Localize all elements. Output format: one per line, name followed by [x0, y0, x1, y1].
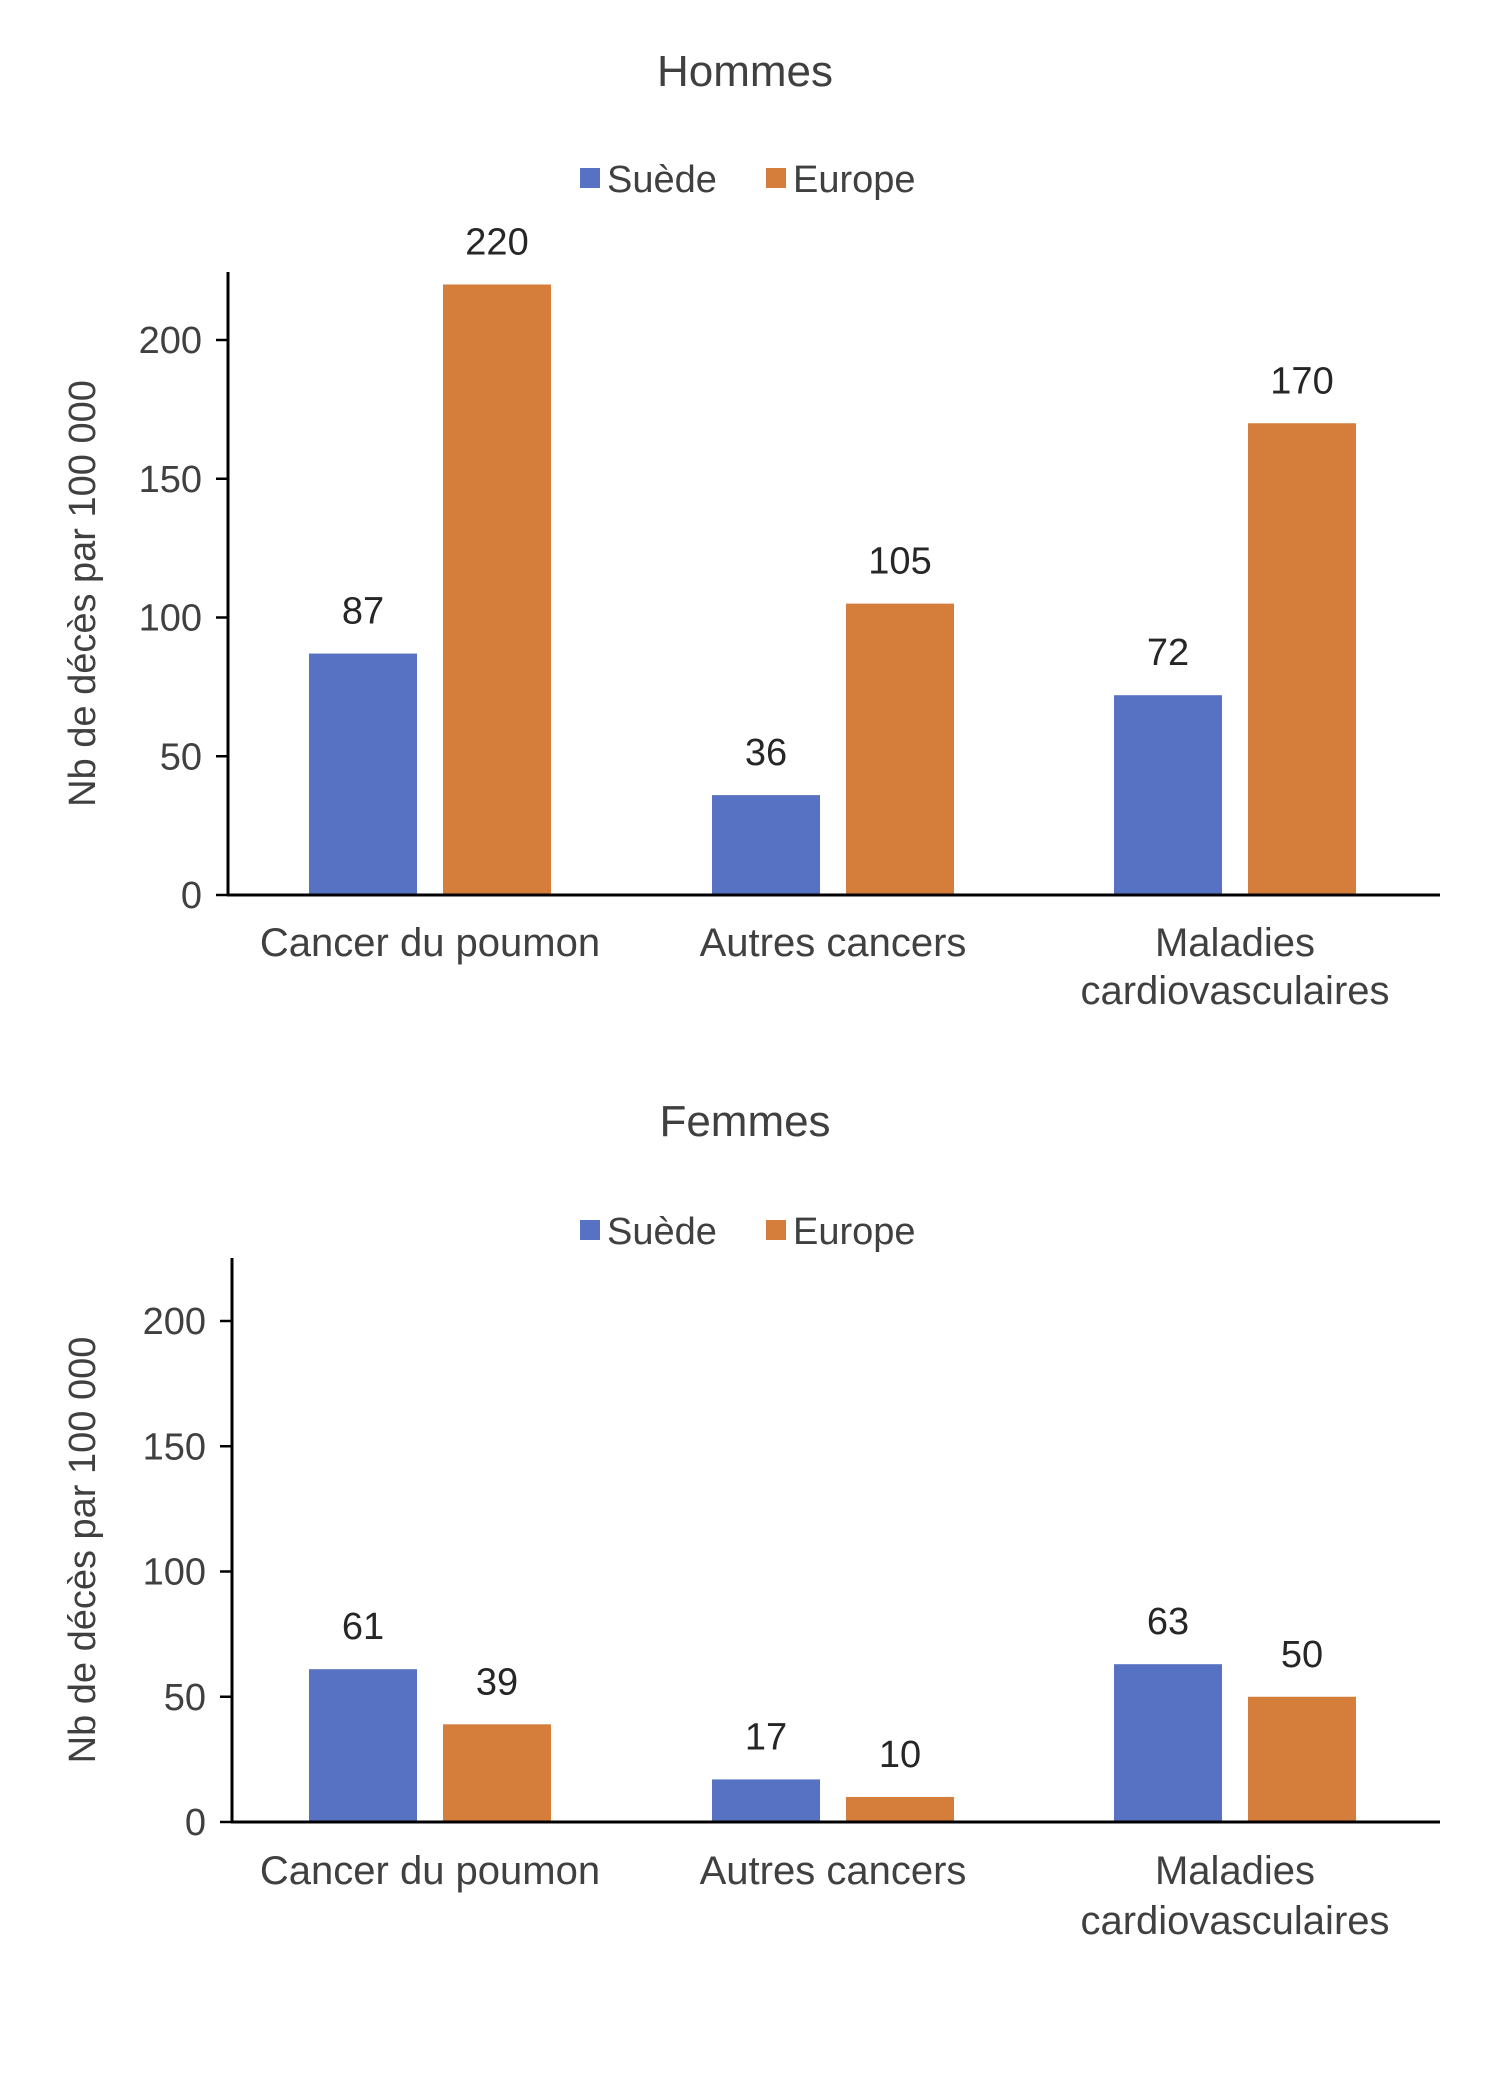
legend-label-europe: Europe — [793, 1211, 916, 1253]
y-axis-label: Nb de décès par 100 000 — [62, 380, 104, 807]
legend: Suède Europe — [580, 1211, 916, 1253]
data-label: 50 — [1281, 1634, 1323, 1676]
legend-label-suede: Suède — [607, 159, 717, 201]
x-category-label: cardiovasculaires — [1080, 969, 1389, 1013]
legend-swatch-suede — [580, 1220, 600, 1240]
bar-europe — [1248, 423, 1356, 895]
y-tick-label: 150 — [139, 459, 202, 501]
x-category-label: Maladies — [1155, 1849, 1315, 1893]
legend-label-suede: Suède — [607, 1211, 717, 1253]
bar-europe — [846, 603, 954, 895]
data-label: 10 — [879, 1734, 921, 1776]
y-tick-label: 100 — [143, 1552, 206, 1594]
legend-swatch-suede — [580, 168, 600, 188]
y-axis-label: Nb de décès par 100 000 — [62, 1337, 104, 1764]
data-label: 87 — [342, 591, 384, 633]
y-tick-label: 150 — [143, 1426, 206, 1468]
bar-europe — [443, 284, 551, 895]
y-tick-label: 50 — [160, 736, 202, 778]
y-tick-label: 50 — [164, 1677, 206, 1719]
data-label: 63 — [1147, 1601, 1189, 1643]
data-label: 36 — [745, 732, 787, 774]
y-tick-label: 0 — [181, 875, 202, 917]
y-tick-label: 200 — [139, 320, 202, 362]
data-label: 170 — [1270, 360, 1333, 402]
x-category-label: Autres cancers — [700, 1849, 967, 1893]
data-label: 17 — [745, 1716, 787, 1758]
bar-europe — [443, 1724, 551, 1822]
chart-panel-2: Femmes Suède Europe Nb de décès par 100 000… — [62, 1097, 1440, 1943]
y-tick-label: 0 — [185, 1802, 206, 1844]
x-category-label: Maladies — [1155, 921, 1315, 965]
chart-panel-1: Hommes Suède Europe Nb de décès par 100 000… — [62, 47, 1440, 1013]
legend-swatch-europe — [766, 1220, 786, 1240]
x-category-label: Cancer du poumon — [260, 1849, 600, 1893]
bar-suede — [1114, 695, 1222, 895]
data-label: 220 — [465, 222, 528, 264]
x-category-label: cardiovasculaires — [1080, 1899, 1389, 1943]
bar-suede — [712, 1779, 820, 1822]
bar-suede — [1114, 1664, 1222, 1822]
data-label: 61 — [342, 1606, 384, 1648]
data-label: 39 — [476, 1661, 518, 1703]
bar-suede — [309, 653, 417, 895]
bar-suede — [309, 1669, 417, 1822]
data-label: 72 — [1147, 632, 1189, 674]
chart-title: Femmes — [659, 1097, 830, 1146]
x-category-label: Autres cancers — [700, 921, 967, 965]
y-tick-label: 200 — [143, 1301, 206, 1343]
legend: Suède Europe — [580, 159, 916, 201]
bar-europe — [846, 1796, 954, 1822]
legend-label-europe: Europe — [793, 159, 916, 201]
data-label: 105 — [868, 541, 931, 583]
bar-europe — [1248, 1696, 1356, 1822]
legend-swatch-europe — [766, 168, 786, 188]
bar-suede — [712, 795, 820, 895]
chart-title: Hommes — [657, 47, 833, 96]
x-category-label: Cancer du poumon — [260, 921, 600, 965]
y-tick-label: 100 — [139, 598, 202, 640]
